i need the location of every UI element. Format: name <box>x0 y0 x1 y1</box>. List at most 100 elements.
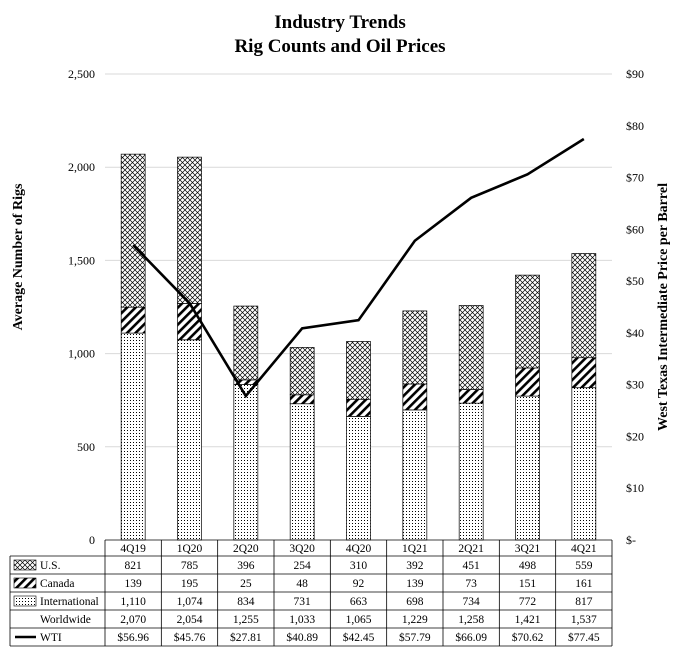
table-cell: 734 <box>463 596 481 608</box>
y2-tick-label: $80 <box>626 119 644 133</box>
table-cell: 92 <box>353 578 365 590</box>
legend-swatch <box>13 559 37 571</box>
y2-tick-label: $40 <box>626 326 644 340</box>
bar-segment-u-s <box>571 253 597 359</box>
y-tick-label: 1,500 <box>68 253 95 267</box>
x-tick-label: 4Q19 <box>120 543 146 555</box>
table-cell: 785 <box>181 560 199 572</box>
legend-swatch <box>13 595 37 607</box>
bar-segment-international <box>346 416 371 541</box>
y-tick-label: 2,500 <box>68 67 95 81</box>
y2-tick-label: $70 <box>626 171 644 185</box>
table-cell: 821 <box>125 560 143 572</box>
bar-segment-canada <box>515 367 540 397</box>
table-cell: 663 <box>350 596 368 608</box>
bar-segment-international <box>402 409 428 541</box>
bar-series <box>120 153 597 541</box>
table-cell: 2,070 <box>120 614 146 626</box>
table-cell: 139 <box>406 578 424 590</box>
table-cell: 834 <box>237 596 255 608</box>
bar-segment-u-s <box>177 156 202 304</box>
legend-label: WTI <box>40 632 62 644</box>
bar-segment-u-s <box>515 274 540 369</box>
table-cell: 1,258 <box>458 614 484 626</box>
y-tick-label: 1,000 <box>68 347 95 361</box>
bar-segment-international <box>120 332 146 541</box>
table-cell: 731 <box>294 596 312 608</box>
table-cell: 817 <box>575 596 593 608</box>
table-cell: $77.45 <box>568 631 600 644</box>
bar-segment-canada <box>402 383 428 411</box>
chart-title: Industry Trends <box>274 12 405 33</box>
bar-segment-international <box>515 395 540 541</box>
table-cell: 498 <box>519 560 537 572</box>
table-cell: 772 <box>519 596 537 608</box>
table-cell: 396 <box>237 560 255 572</box>
bar-segment-u-s <box>458 305 484 390</box>
bar-segment-canada <box>120 306 146 334</box>
y2-tick-label: $60 <box>626 222 644 236</box>
x-tick-label: 2Q20 <box>233 543 259 555</box>
chart-subtitle: Rig Counts and Oil Prices <box>234 36 445 57</box>
wti-line <box>132 137 585 399</box>
y-tick-label: 2,000 <box>68 160 95 174</box>
table-cell: $45.76 <box>174 631 206 644</box>
x-tick-label: 4Q21 <box>571 543 597 555</box>
x-tick-label: 4Q20 <box>346 543 372 555</box>
x-tick-label: 1Q20 <box>177 543 203 555</box>
y2-tick-label: $10 <box>626 481 644 495</box>
table-cell: 195 <box>181 578 199 590</box>
table-cell: 139 <box>125 578 143 590</box>
legend-label: U.S. <box>40 560 61 572</box>
y-tick-label: 0 <box>89 533 95 547</box>
bar-segment-u-s <box>289 347 315 396</box>
y-axis-ticks: 0 500 1,000 1,500 2,000 2,500 <box>68 67 95 547</box>
y-axis-title: Average Number of Rigs <box>11 183 26 330</box>
legend-label: Canada <box>40 578 74 590</box>
y2-tick-label: $50 <box>626 274 644 288</box>
table-cell: 1,110 <box>120 596 146 608</box>
bar-segment-international <box>233 384 259 541</box>
table-cell: 1,255 <box>233 614 259 626</box>
x-tick-label: 1Q21 <box>402 543 428 555</box>
table-cell: 559 <box>575 560 593 572</box>
y2-tick-label: $- <box>626 533 636 547</box>
y2-axis-ticks: $- $10 $20 $30 $40 $50 $60 $70 $80 $90 <box>626 67 644 547</box>
table-cell: 254 <box>294 560 312 572</box>
bar-segment-international <box>458 402 484 541</box>
bar-segment-international <box>177 339 202 541</box>
table-cell: 1,421 <box>515 614 541 626</box>
bar-segment-canada <box>571 357 597 389</box>
bar-segment-international <box>289 403 315 541</box>
table-cell: $40.89 <box>286 631 318 644</box>
table-cell: $27.81 <box>230 631 262 644</box>
legend-swatch <box>13 577 37 589</box>
x-tick-label: 2Q21 <box>458 543 484 555</box>
bar-segment-u-s <box>346 341 371 400</box>
table-cell: 1,033 <box>289 614 315 626</box>
bar-segment-u-s <box>233 305 259 381</box>
table-cell: 310 <box>350 560 368 572</box>
data-table: 4Q19 1Q20 2Q20 3Q20 4Q20 1Q21 2Q21 3Q21 4Q21 U.S.… <box>9 539 613 647</box>
table-cell: 25 <box>240 578 252 590</box>
table-cell: $66.09 <box>455 631 487 644</box>
table-cell: 151 <box>519 578 537 590</box>
wti-line-series <box>132 137 585 399</box>
y2-tick-label: $20 <box>626 429 644 443</box>
table-cell: 1,074 <box>177 596 203 608</box>
table-cell: $57.79 <box>399 631 431 644</box>
y2-tick-label: $30 <box>626 378 644 392</box>
table-cell: 1,537 <box>571 614 597 626</box>
table-cell: 698 <box>406 596 424 608</box>
table-cell: 48 <box>296 578 308 590</box>
bar-segment-u-s <box>120 153 146 308</box>
legend-label: International <box>40 596 99 608</box>
table-cell: 161 <box>575 578 593 590</box>
table-cell: 1,065 <box>346 614 372 626</box>
table-cell: 451 <box>463 560 481 572</box>
bar-segment-canada <box>289 394 315 405</box>
table-cell: $70.62 <box>512 631 544 644</box>
table-cell: 392 <box>406 560 424 572</box>
